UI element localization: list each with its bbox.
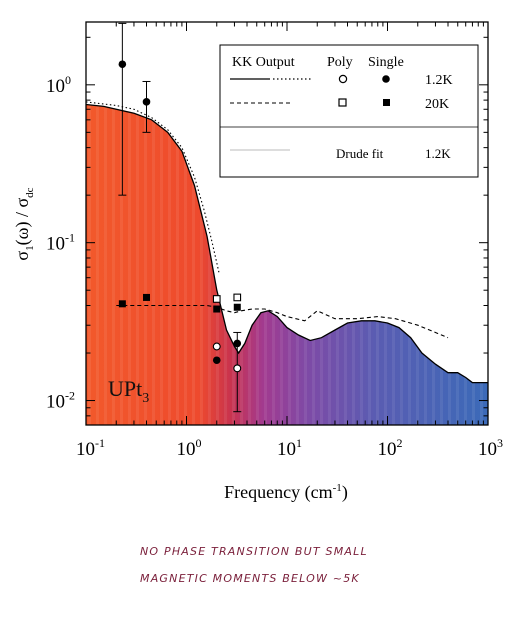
y-tick-base: 10 [46,392,65,413]
marker-filled-circle [118,60,127,69]
x-tick-label: 10-1 [76,436,105,460]
y-axis-title-sub-dc: dc [24,187,36,198]
y-tick-exponent: 0 [65,73,71,87]
y-axis-title-omega: (ω) / σ [12,198,33,246]
marker-open-circle [212,342,221,351]
data-markers [118,22,242,413]
legend-open-circle-marker [338,74,348,84]
y-tick-label: 10-1 [46,231,75,255]
legend-box [219,44,479,178]
axis-ticks [85,22,489,426]
x-axis-title-main: Frequency (cm [224,482,332,503]
marker-open-square [212,295,221,303]
material-label: UPt3 [108,376,149,406]
material-label-subscript: 3 [142,391,149,406]
marker-filled-square [118,300,126,308]
marker-filled-circle [142,98,151,106]
x-tick-exponent: 1 [296,436,302,450]
legend-filled-square-marker [383,99,390,106]
y-axis-title: σ1(ω) / σdc [12,187,36,260]
series-line-kk-output-1-2k [86,103,488,384]
x-tick-label: 103 [478,436,503,460]
y-tick-label: 100 [46,73,71,97]
material-label-main: UPt [108,376,142,401]
legend-drude-temp: 1.2K [425,146,451,161]
marker-open-circle [233,364,242,373]
y-tick-exponent: -2 [65,389,75,403]
marker-filled-square [143,293,151,301]
handwritten-note-line2: MAGNETIC MOMENTS BELOW ~5K [140,572,360,585]
fill-texture [86,104,488,425]
legend-row1-temp: 1.2K [425,73,453,88]
y-axis-title-sigma1: σ [12,251,32,261]
x-tick-label: 102 [378,436,403,460]
x-tick-exponent: -1 [95,436,105,450]
x-tick-exponent: 2 [397,436,403,450]
y-tick-base: 10 [46,234,65,255]
x-tick-label: 101 [277,436,302,460]
x-tick-exponent: 3 [497,436,503,450]
y-tick-label: 10-2 [46,389,75,413]
x-tick-base: 10 [378,439,397,460]
x-axis-title-exp: -1 [333,482,342,494]
plot-area [86,22,488,425]
series-line-kk-output-20k [116,304,449,339]
marker-filled-circle [212,356,221,365]
legend-header-poly: Poly [327,55,353,70]
x-tick-base: 10 [478,439,497,460]
legend-header-kk: KK Output [232,55,295,70]
x-tick-label: 100 [177,436,202,460]
x-axis-title: Frequency (cm-1) [224,482,348,503]
legend-header-single: Single [368,55,404,70]
legend: KK Output Poly Single 1.2K 20K Drude fit… [219,44,479,178]
x-tick-exponent: 0 [196,436,202,450]
legend-filled-circle-marker [382,75,390,83]
y-tick-base: 10 [46,76,65,97]
series-lines [86,101,488,384]
legend-open-square-marker [338,98,347,107]
legend-row2-temp: 20K [425,97,449,112]
x-tick-base: 10 [177,439,196,460]
y-tick-exponent: -1 [65,231,75,245]
x-tick-base: 10 [76,439,95,460]
x-axis-title-close: ) [342,482,348,503]
legend-drude-label: Drude fit [336,146,384,161]
x-tick-base: 10 [277,439,296,460]
handwritten-note-line1: NO PHASE TRANSITION BUT SMALL [140,545,368,558]
marker-open-square [233,293,242,302]
y-axis-title-sub1: 1 [24,245,36,251]
marker-filled-square [213,305,221,313]
marker-filled-square [233,303,241,311]
